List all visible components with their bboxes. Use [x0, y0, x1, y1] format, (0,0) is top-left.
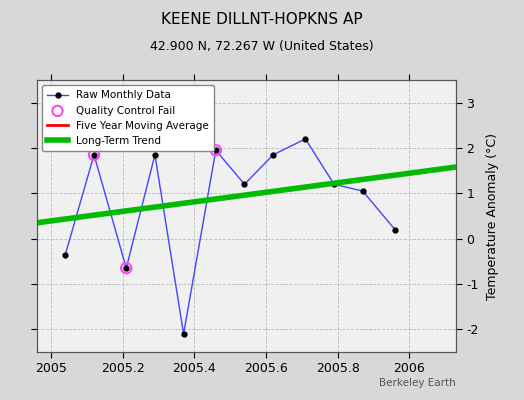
Raw Monthly Data — [180, 332, 187, 336]
Raw Monthly Data — [123, 266, 129, 270]
Raw Monthly Data — [392, 227, 398, 232]
Text: KEENE DILLNT-HOPKNS AP: KEENE DILLNT-HOPKNS AP — [161, 12, 363, 27]
Raw Monthly Data — [331, 182, 337, 187]
Quality Control Fail — [212, 147, 220, 154]
Quality Control Fail — [90, 152, 98, 158]
Raw Monthly Data — [302, 136, 309, 141]
Line: Raw Monthly Data: Raw Monthly Data — [63, 136, 397, 336]
Raw Monthly Data — [91, 152, 97, 157]
Legend: Raw Monthly Data, Quality Control Fail, Five Year Moving Average, Long-Term Tren: Raw Monthly Data, Quality Control Fail, … — [42, 85, 214, 151]
Text: Berkeley Earth: Berkeley Earth — [379, 378, 456, 388]
Text: 42.900 N, 72.267 W (United States): 42.900 N, 72.267 W (United States) — [150, 40, 374, 53]
Raw Monthly Data — [359, 189, 366, 194]
Raw Monthly Data — [213, 148, 219, 153]
Raw Monthly Data — [62, 252, 69, 257]
Raw Monthly Data — [270, 152, 276, 157]
Quality Control Fail — [122, 265, 130, 271]
Raw Monthly Data — [152, 152, 158, 157]
Raw Monthly Data — [242, 182, 248, 187]
Y-axis label: Temperature Anomaly (°C): Temperature Anomaly (°C) — [486, 132, 499, 300]
